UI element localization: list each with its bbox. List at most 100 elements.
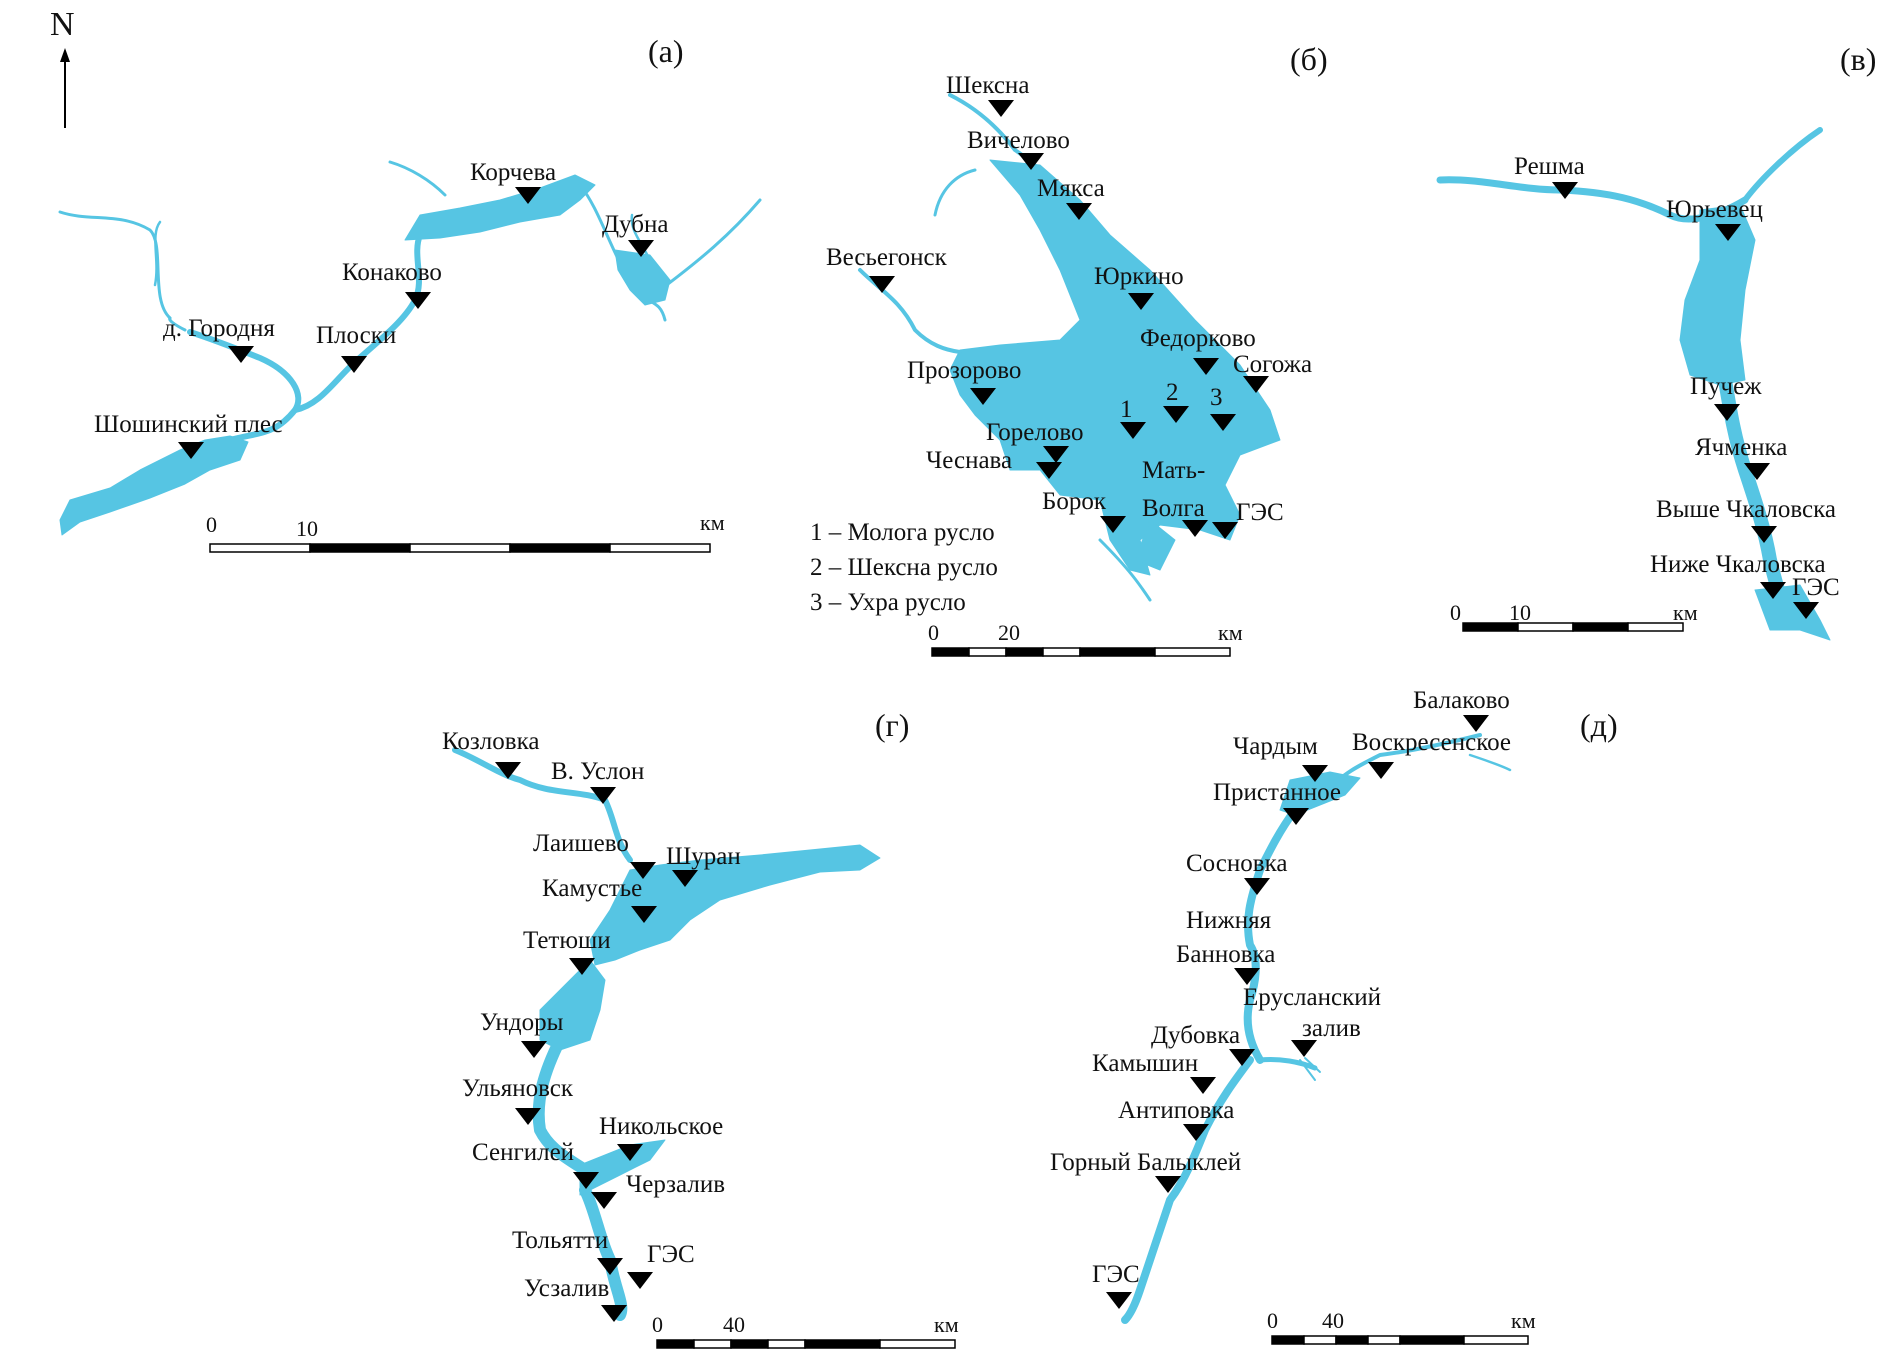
scale-start: 0 [1267,1308,1278,1333]
station-label: д. Городня [163,315,275,342]
station-marker [1793,602,1819,619]
station-marker [495,762,521,779]
station-marker [628,240,654,257]
station-marker [1190,1077,1216,1094]
panel-b-scale-bar: 0 20 км [928,620,1243,657]
scale-unit: км [1218,620,1243,645]
station-label: Юркино [1094,263,1184,290]
station-label: Черзалив [626,1171,725,1198]
station-marker [341,356,367,373]
station-marker [1229,1049,1255,1066]
station-marker [573,1172,599,1189]
station-marker [1036,462,1062,479]
station-label: Антиповка [1118,1097,1234,1124]
station-label: Ундоры [480,1009,564,1036]
station-label: Волга [1142,495,1205,522]
panel-v: (в) Решма Юрьевец Пучеж Ячменка Выше Чка… [1436,41,1876,641]
station-marker [1120,422,1146,439]
station-label: Плоски [316,322,396,349]
station-marker [970,388,996,405]
station-marker [405,292,431,309]
station-label: залив [1302,1015,1361,1042]
station-marker [178,442,204,459]
panel-a-water [58,160,762,536]
scale-start: 0 [1450,600,1461,625]
station-label: Согожа [1233,351,1312,378]
station-marker [515,1108,541,1125]
station-label: Горный Балыклей [1050,1149,1241,1176]
station-label: Конаково [342,259,442,286]
station-marker [1193,358,1219,375]
station-marker [1283,808,1309,825]
panel-v-scale-bar: 0 10 км [1450,600,1698,632]
station-label: Мать- [1142,457,1205,484]
station-label: Вичелово [967,127,1070,154]
panel-a-stations: Корчева Дубна Конаково д. Городня Плоски… [94,159,668,459]
station-marker [1106,1292,1132,1309]
station-marker [1302,765,1328,782]
scale-mid: 10 [296,516,318,541]
station-marker [1210,414,1236,431]
panel-v-label: (в) [1840,41,1876,77]
station-marker [1463,715,1489,732]
panel-g-scale-bar: 0 40 км [652,1312,959,1349]
scale-start: 0 [206,512,217,537]
legend-item: 1 – Молога русло [810,519,995,546]
station-label: Корчева [470,159,556,186]
panel-b-label: (б) [1290,41,1328,77]
station-marker [1715,224,1741,241]
station-label: Тетюши [523,927,611,954]
station-marker [672,870,698,887]
station-label: ГЭС [1236,499,1284,526]
station-label: Ячменка [1695,434,1787,461]
station-label: Ульяновск [462,1075,574,1102]
station-label: Усзалив [524,1275,609,1302]
station-label: Весьегонск [826,244,948,271]
station-marker [1182,520,1208,537]
station-label: Банновка [1176,941,1275,968]
station-label: Борок [1042,488,1107,515]
north-arrow: N [50,6,75,128]
station-marker [597,1258,623,1275]
station-marker [228,346,254,363]
station-label: Еруслански­й [1243,984,1381,1011]
station-marker [1043,446,1069,463]
station-marker [1100,516,1126,533]
station-label: Чеснава [926,447,1012,474]
station-label: Выше Чкаловска [1656,496,1836,523]
station-label: Тольятти [512,1227,608,1254]
station-label: Козловка [442,728,539,755]
panel-v-stations: Решма Юрьевец Пучеж Ячменка Выше Чкаловс… [1514,153,1840,619]
station-marker [1368,762,1394,779]
station-marker [1155,1176,1181,1193]
panel-d-label: (д) [1580,707,1618,743]
station-marker [1212,522,1238,539]
station-marker [1714,404,1740,421]
panel-b-stations: Шексна Вичелово Мякса Весьегонск Юркино … [826,72,1312,539]
scale-mid: 20 [998,620,1020,645]
station-label: Шошинский плес [94,411,283,438]
station-label: Воскресенское [1352,729,1511,756]
station-label: Шуран [666,843,741,870]
station-label: Шексна [946,72,1029,99]
station-marker [631,906,657,923]
station-label: 1 [1120,396,1133,423]
scale-unit: км [934,1312,959,1337]
north-arrow-icon [60,48,70,62]
panel-a-scale-bar: 0 10 км [206,510,725,553]
station-marker [515,187,541,204]
panel-b: (б) Шексна Вичелово Мякса Весьегонск Юрк… [810,41,1328,657]
panel-g: (г) Козловка В. Услон Лаишево Шуран Каму… [442,707,959,1349]
scale-mid: 40 [723,1312,745,1337]
station-label: Сенгилей [472,1139,574,1166]
panel-a: (а) Корчева Дубна Конаково д. Городня Пл… [58,33,762,553]
panel-g-stations: Козловка В. Услон Лаишево Шуран Камустье… [442,728,741,1322]
panel-g-water [452,747,881,1321]
legend-item: 2 – Шексна русло [810,554,998,581]
station-marker [1163,406,1189,423]
station-marker [1552,182,1578,199]
station-label: Юрьевец [1666,196,1763,223]
station-label: В. Услон [551,758,644,785]
panel-d-water [1121,733,1512,1324]
station-label: Прозорово [907,357,1021,384]
